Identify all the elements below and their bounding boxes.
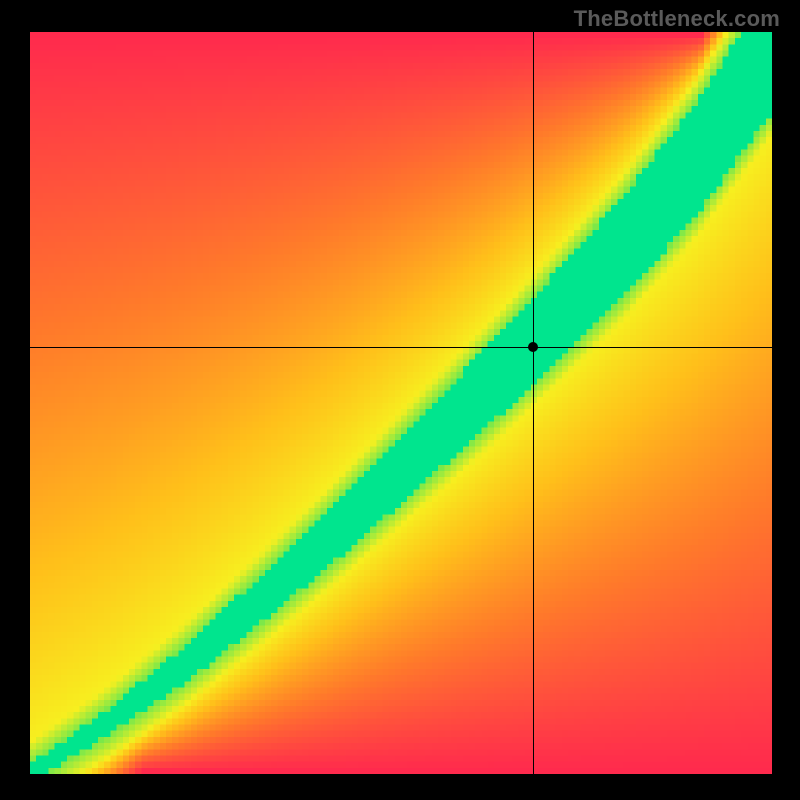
plot-area (30, 32, 772, 774)
chart-container: TheBottleneck.com (0, 0, 800, 800)
crosshair-vertical (533, 32, 534, 774)
watermark-text: TheBottleneck.com (574, 6, 780, 32)
marker-dot (528, 342, 538, 352)
crosshair-horizontal (30, 347, 772, 348)
heatmap-canvas (30, 32, 772, 774)
